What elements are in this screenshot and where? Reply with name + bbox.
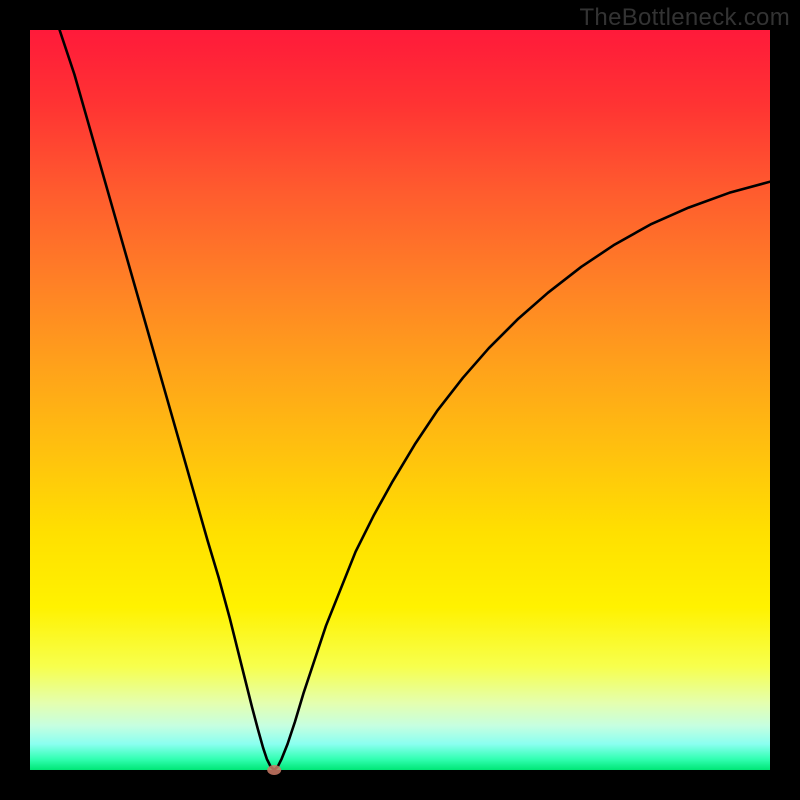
bottleneck-chart: TheBottleneck.com (0, 0, 800, 800)
optimal-point-marker (267, 765, 281, 775)
watermark-text: TheBottleneck.com (579, 4, 790, 32)
plot-background (30, 30, 770, 770)
plot-svg (0, 0, 800, 800)
